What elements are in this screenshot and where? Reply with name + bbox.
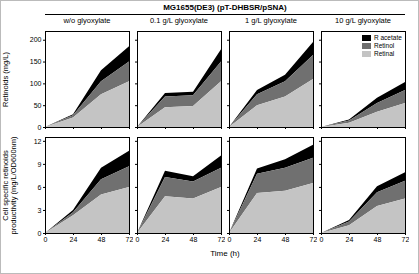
svg-text:24: 24 xyxy=(162,236,170,243)
svg-text:48: 48 xyxy=(282,236,290,243)
svg-text:6: 6 xyxy=(38,184,42,191)
html-text:1 g/L glyoxylate: 1 g/L glyoxylate xyxy=(245,16,297,25)
html-text:Retinol: Retinol xyxy=(374,42,395,49)
html-text:Time (h): Time (h) xyxy=(210,249,240,258)
svg-text:48: 48 xyxy=(190,236,198,243)
html-text:Retinal: Retinal xyxy=(374,50,395,57)
svg-text:72: 72 xyxy=(402,236,409,243)
svg-text:200: 200 xyxy=(30,36,42,43)
svg-text:0: 0 xyxy=(228,236,232,243)
html-text:0.1 g/L glyoxylate: 0.1 g/L glyoxylate xyxy=(150,16,208,25)
svg-text:24: 24 xyxy=(346,236,354,243)
html-text:Cell specific retinoids produc: Cell specific retinoids productivity (mg… xyxy=(0,136,18,234)
html-text:Retinoids (mg/L): Retinoids (mg/L) xyxy=(0,51,10,107)
svg-text:12: 12 xyxy=(34,138,42,145)
svg-text:50: 50 xyxy=(34,102,42,109)
svg-text:150: 150 xyxy=(30,58,42,65)
svg-text:0: 0 xyxy=(38,230,42,237)
svg-text:0: 0 xyxy=(320,236,324,243)
svg-text:72: 72 xyxy=(310,236,317,243)
svg-text:100: 100 xyxy=(30,80,42,87)
svg-text:48: 48 xyxy=(98,236,106,243)
svg-text:24: 24 xyxy=(254,236,262,243)
svg-text:24: 24 xyxy=(70,236,78,243)
svg-text:0: 0 xyxy=(44,236,48,243)
svg-text:0: 0 xyxy=(136,236,140,243)
svg-text:72: 72 xyxy=(218,236,225,243)
svg-text:3: 3 xyxy=(38,207,42,214)
html-text:10 g/L glyoxylate: 10 g/L glyoxylate xyxy=(335,16,391,25)
svg-text:48: 48 xyxy=(374,236,382,243)
svg-text:72: 72 xyxy=(126,236,133,243)
html-text:R acetate: R acetate xyxy=(374,34,402,41)
html-text:w/o glyoxylate: w/o glyoxylate xyxy=(63,16,111,25)
svg-text:9: 9 xyxy=(38,161,42,168)
svg-text:0: 0 xyxy=(38,124,42,131)
html-text:MG1655(DE3) (pT-DHBSR/pSNA): MG1655(DE3) (pT-DHBSR/pSNA) xyxy=(163,3,287,12)
